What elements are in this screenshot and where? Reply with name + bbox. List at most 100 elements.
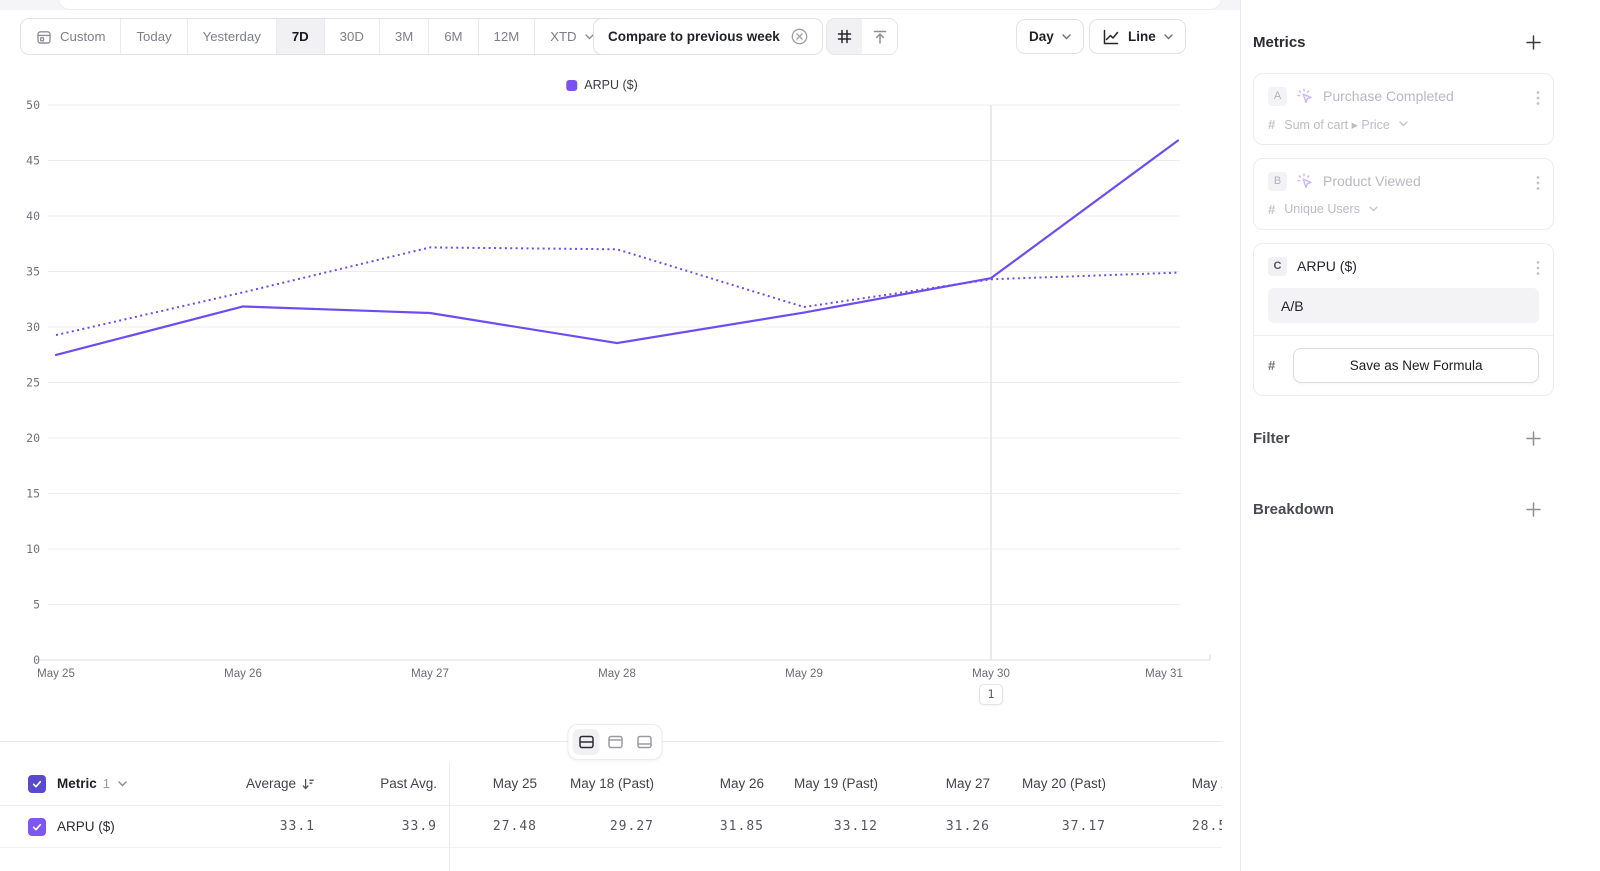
- column-header-may-20-past-[interactable]: May 20 (Past): [1021, 776, 1106, 791]
- range-custom-button[interactable]: Custom: [21, 19, 122, 54]
- add-metric-button[interactable]: [1525, 34, 1542, 51]
- cell-average: 33.1: [279, 819, 315, 834]
- hash-measure-icon: #: [1268, 201, 1276, 217]
- data-table-toggle-button[interactable]: [827, 19, 862, 54]
- add-breakdown-button[interactable]: [1525, 501, 1542, 518]
- event-spark-icon: [1297, 173, 1313, 189]
- column-header-may-19-past-[interactable]: May 19 (Past): [793, 776, 878, 791]
- range-label: Custom: [60, 29, 106, 44]
- calendar-icon: [37, 30, 51, 44]
- svg-text:45: 45: [26, 154, 40, 168]
- chevron-down-icon: [1369, 206, 1378, 212]
- compare-label: Compare to previous week: [608, 29, 780, 44]
- kebab-menu-icon[interactable]: [1534, 88, 1542, 108]
- check-icon: [32, 780, 42, 787]
- range-label: Today: [136, 29, 172, 44]
- measure-selector[interactable]: # Sum of cart ▸ Price: [1268, 116, 1539, 132]
- column-header-may-26[interactable]: May 26: [719, 776, 764, 791]
- filter-section-header: Filter: [1253, 430, 1542, 447]
- table-header-row: Metric 1 Average Past Avg. May 25 May 18 (P…: [0, 762, 1222, 806]
- metric-card-a[interactable]: A Purchase Completed # Sum of cart ▸ Pri…: [1253, 73, 1554, 145]
- arpu-line-chart[interactable]: 0 5 10 15 20 25 30 35 40 45 50 May 25 May 26 May 27 Ma…: [0, 0, 1240, 710]
- svg-text:May 27: May 27: [411, 668, 449, 680]
- breakdown-title: Breakdown: [1253, 501, 1334, 518]
- interval-label: Day: [1029, 29, 1054, 44]
- save-as-new-formula-button[interactable]: Save as New Formula: [1293, 348, 1539, 383]
- breakdown-section-header: Breakdown: [1253, 501, 1542, 518]
- add-filter-button[interactable]: [1525, 430, 1542, 447]
- svg-text:40: 40: [26, 209, 40, 223]
- svg-text:15: 15: [26, 487, 40, 501]
- svg-text:May 30: May 30: [972, 668, 1010, 680]
- table-only-button[interactable]: [631, 729, 658, 755]
- event-spark-icon: [1297, 88, 1313, 104]
- range-6m-button[interactable]: 6M: [429, 19, 479, 54]
- split-view-button[interactable]: [572, 729, 600, 755]
- range-7d-button[interactable]: 7D: [276, 19, 325, 54]
- range-30d-button[interactable]: 30D: [324, 19, 380, 54]
- cell-may-19-past-: 33.12: [833, 819, 878, 834]
- cell-may-18-past-: 29.27: [609, 819, 654, 834]
- svg-text:25: 25: [26, 376, 40, 390]
- range-12m-button[interactable]: 12M: [478, 19, 536, 54]
- metric-badge: A: [1268, 86, 1287, 106]
- column-header-may-27[interactable]: May 27: [945, 776, 990, 791]
- chevron-down-icon: [1164, 33, 1173, 39]
- column-header-may-18-past-[interactable]: May 18 (Past): [569, 776, 654, 791]
- dismiss-circle-icon[interactable]: [791, 28, 808, 45]
- chevron-down-icon: [1399, 121, 1408, 127]
- svg-text:May 26: May 26: [224, 668, 262, 680]
- chart-type-dropdown[interactable]: Line: [1089, 19, 1186, 54]
- hash-measure-icon: #: [1268, 358, 1276, 373]
- svg-text:50: 50: [26, 98, 40, 112]
- cell-past-avg-: 33.9: [401, 819, 437, 834]
- query-sidebar: Metrics A Purchase Completed #: [1240, 0, 1600, 871]
- kebab-menu-icon[interactable]: [1534, 173, 1542, 193]
- plus-icon: [1526, 35, 1541, 50]
- legend-label: ARPU ($): [584, 78, 638, 92]
- sort-descending-icon: [302, 778, 314, 789]
- metric-card-b[interactable]: B Product Viewed # Unique Users: [1253, 158, 1554, 230]
- column-header-may-28[interactable]: May 28: [1191, 776, 1222, 791]
- split-view-icon: [578, 735, 594, 749]
- hash-measure-icon: #: [1268, 116, 1276, 132]
- range-yesterday-button[interactable]: Yesterday: [187, 19, 277, 54]
- annotation-toggle-button[interactable]: [862, 19, 897, 54]
- cell-may-20-past-: 37.17: [1061, 819, 1106, 834]
- metrics-table: Metric 1 Average Past Avg. May 25 May 18 (P…: [0, 762, 1222, 871]
- range-label: 30D: [339, 29, 364, 44]
- filter-title: Filter: [1253, 430, 1290, 447]
- interval-dropdown[interactable]: Day: [1016, 19, 1084, 54]
- compare-chip[interactable]: Compare to previous week: [593, 18, 823, 55]
- svg-text:20: 20: [26, 431, 40, 445]
- column-header-average[interactable]: Average: [230, 776, 327, 791]
- svg-text:0: 0: [33, 653, 40, 667]
- metric-card-c[interactable]: C ARPU ($) # Save as New Formula: [1253, 243, 1554, 396]
- cell-may-26: 31.85: [719, 819, 764, 834]
- chart-panel-icon: [607, 735, 623, 749]
- chart-type-label: Line: [1128, 29, 1156, 44]
- svg-text:10: 10: [26, 542, 40, 556]
- range-today-button[interactable]: Today: [121, 19, 188, 54]
- layout-toggle-group: [567, 724, 663, 760]
- plus-icon: [1526, 431, 1541, 446]
- chart-only-button[interactable]: [602, 729, 629, 755]
- metric-cards: A Purchase Completed # Sum of cart ▸ Pri…: [1253, 73, 1554, 396]
- formula-input[interactable]: [1268, 288, 1539, 323]
- metric-title: Purchase Completed: [1323, 88, 1454, 104]
- range-label: Yesterday: [202, 29, 261, 44]
- svg-text:5: 5: [33, 598, 40, 612]
- chart-panel: Custom Today Yesterday 7D 30D 3M 6M 12M XTD Comp…: [0, 0, 1240, 871]
- chevron-down-icon[interactable]: [118, 780, 127, 787]
- select-all-checkbox[interactable]: [28, 774, 46, 793]
- chevron-down-icon: [1062, 33, 1071, 39]
- column-header-may-25[interactable]: May 25: [492, 776, 537, 791]
- column-header-past-avg-[interactable]: Past Avg.: [380, 776, 437, 791]
- legend-swatch: [566, 79, 578, 91]
- kebab-menu-icon[interactable]: [1534, 258, 1542, 278]
- annotation-badge[interactable]: 1: [979, 684, 1003, 705]
- row-checkbox[interactable]: [28, 817, 46, 836]
- measure-selector[interactable]: # Unique Users: [1268, 201, 1539, 217]
- range-3m-button[interactable]: 3M: [379, 19, 430, 54]
- svg-text:May 31: May 31: [1145, 668, 1183, 680]
